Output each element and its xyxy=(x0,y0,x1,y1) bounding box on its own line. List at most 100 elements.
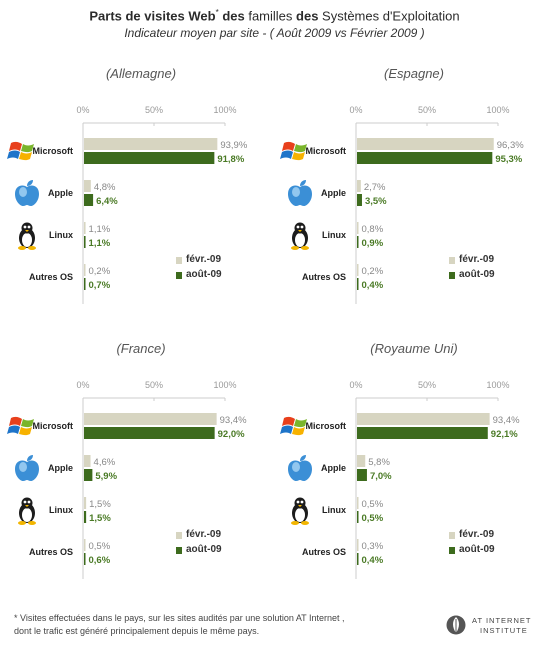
windows-yellow xyxy=(19,427,32,436)
linux-icon xyxy=(18,497,36,525)
x-tick-label: 100% xyxy=(486,380,509,390)
bar-aug xyxy=(357,152,493,164)
apple-body xyxy=(288,460,312,481)
legend-label: août-09 xyxy=(186,269,222,280)
category-label: Linux xyxy=(49,505,73,515)
title-line-1: Parts de visites Web* des familles des S… xyxy=(0,4,549,25)
apple-body xyxy=(15,460,39,481)
category-label: Linux xyxy=(322,505,346,515)
data-label: 1,5% xyxy=(89,513,111,524)
bar-feb xyxy=(357,539,359,551)
x-tick-label: 50% xyxy=(145,105,163,115)
bar-aug xyxy=(84,553,86,565)
leaf-logo-icon xyxy=(446,615,466,635)
title-part: des xyxy=(218,8,249,24)
category-label: Microsoft xyxy=(306,421,347,431)
bar-aug xyxy=(84,511,87,523)
bar-feb xyxy=(357,264,359,276)
data-label: 0,2% xyxy=(362,266,384,277)
logo: AT INTERNET INSTITUTE xyxy=(446,613,546,639)
data-label: 7,0% xyxy=(370,471,392,482)
tux-eye xyxy=(27,225,31,229)
category-label: Apple xyxy=(321,463,346,473)
category-label: Autres OS xyxy=(302,272,346,282)
tux-eye xyxy=(23,500,27,504)
data-label: 95,3% xyxy=(495,154,522,165)
windows-blue xyxy=(280,425,293,434)
tux-foot xyxy=(301,521,309,525)
title-star: * xyxy=(215,8,219,17)
windows-blue xyxy=(7,425,20,434)
bar-feb xyxy=(357,138,494,150)
category-label: Apple xyxy=(321,188,346,198)
apple-icon xyxy=(15,180,39,206)
category-label: Apple xyxy=(48,463,73,473)
x-tick-label: 50% xyxy=(418,380,436,390)
bar-chart: 0% 50% 100% Microsoft 93,9% 91,8% Apple 4,8% 6,4… xyxy=(7,105,248,304)
legend-swatch xyxy=(449,547,455,554)
bar-chart: 0% 50% 100% Microsoft 93,4% 92,1% Apple 5,8% 7,0… xyxy=(280,380,520,579)
data-label: 4,8% xyxy=(94,182,116,193)
bar-aug xyxy=(357,469,367,481)
windows-red xyxy=(282,141,295,151)
data-label: 2,7% xyxy=(364,182,386,193)
apple-leaf xyxy=(300,180,306,186)
chart-subtitle: Indicateur moyen par site - ( Août 2009 … xyxy=(124,26,425,41)
apple-icon xyxy=(15,455,39,481)
data-label: 0,2% xyxy=(89,266,111,277)
bar-chart: 0% 50% 100% Microsoft 93,4% 92,0% Apple 4,6% 5,9… xyxy=(7,380,247,579)
tux-beak xyxy=(25,230,29,232)
legend-label: févr.-09 xyxy=(459,254,495,265)
panel-espagne: (Espagne) 0% 50% 100% Microsoft 96,3% 95,3% App… xyxy=(279,66,549,356)
panel-royaume-uni: (Royaume Uni) 0% 50% 100% Microsoft 93,4% 92,1… xyxy=(279,341,549,631)
footnote: * Visites effectuées dans le pays, sur l… xyxy=(14,612,345,638)
data-label: 1,5% xyxy=(89,499,111,510)
category-label: Linux xyxy=(322,230,346,240)
tux-eye xyxy=(300,500,304,504)
bar-aug xyxy=(357,511,359,523)
windows-yellow xyxy=(19,152,32,161)
chart-title: Parts de visites Web* des familles des S… xyxy=(0,4,549,42)
legend-label: févr.-09 xyxy=(459,529,495,540)
x-tick-label: 100% xyxy=(213,380,236,390)
category-label: Microsoft xyxy=(33,421,74,431)
bar-feb xyxy=(84,413,217,425)
bar-feb xyxy=(84,138,218,150)
bar-feb xyxy=(357,413,490,425)
tux-belly xyxy=(22,233,32,247)
legend-swatch xyxy=(449,257,455,264)
tux-head xyxy=(294,497,306,509)
tux-head xyxy=(21,222,33,234)
data-label: 0,3% xyxy=(362,541,384,552)
legend-label: août-09 xyxy=(186,544,222,555)
legend-label: août-09 xyxy=(459,544,495,555)
title-part: Systèmes d'Exploitation xyxy=(322,8,460,24)
apple-icon xyxy=(288,455,312,481)
tux-eye xyxy=(27,500,31,504)
panel-title: (France) xyxy=(116,341,166,356)
tux-belly xyxy=(295,233,305,247)
bar-feb xyxy=(84,539,86,551)
windows-blue xyxy=(7,150,20,159)
panel-title: (Espagne) xyxy=(384,66,444,81)
data-label: 96,3% xyxy=(497,140,524,151)
x-tick-label: 0% xyxy=(349,380,362,390)
data-label: 0,5% xyxy=(89,541,111,552)
apple-icon xyxy=(288,180,312,206)
windows-icon xyxy=(7,141,34,161)
tux-beak xyxy=(25,505,29,507)
bar-feb xyxy=(84,264,86,276)
category-label: Autres OS xyxy=(302,547,346,557)
tux-foot xyxy=(291,521,299,525)
windows-red xyxy=(282,416,295,426)
x-tick-label: 0% xyxy=(349,105,362,115)
windows-icon xyxy=(280,141,307,161)
x-tick-label: 50% xyxy=(145,380,163,390)
logo-line: AT INTERNET xyxy=(472,616,532,625)
bar-feb xyxy=(84,455,91,467)
footnote-line: dont le trafic est généré principalement… xyxy=(14,626,260,636)
windows-green xyxy=(21,144,34,153)
bar-aug xyxy=(84,469,93,481)
legend-label: févr.-09 xyxy=(186,254,222,265)
x-tick-label: 100% xyxy=(213,105,236,115)
